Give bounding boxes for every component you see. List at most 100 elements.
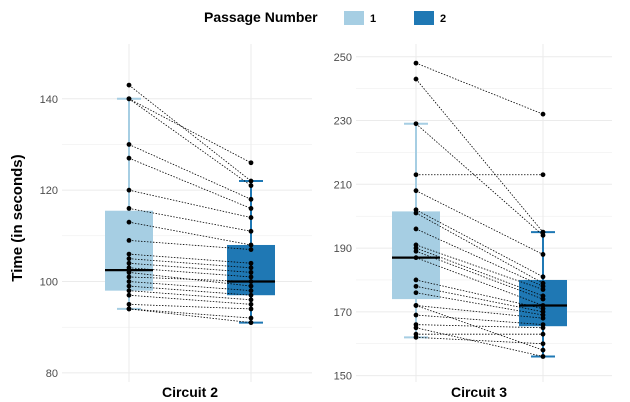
data-point-passage-2: [248, 247, 254, 252]
legend-title: Passage Number: [204, 9, 318, 25]
legend-label-1: 1: [370, 13, 376, 25]
paired-line: [128, 84, 252, 182]
paired-line: [415, 327, 544, 357]
data-point-passage-2: [248, 242, 254, 248]
panel-circuit-2: 80 100 120 140 Circuit 2: [40, 44, 312, 400]
data-point-passage-2: [540, 315, 546, 321]
data-point-passage-1: [126, 279, 132, 284]
data-point-passage-1: [126, 265, 132, 271]
data-point-passage-1: [413, 76, 419, 82]
data-point-passage-2: [248, 320, 254, 326]
data-point-passage-1: [413, 255, 419, 261]
data-point-passage-2: [248, 274, 254, 280]
data-point-passage-2: [248, 206, 254, 211]
data-point-passage-1: [413, 121, 419, 127]
paired-line: [415, 78, 544, 233]
data-point-passage-2: [540, 111, 546, 117]
paired-line: [415, 314, 544, 326]
data-point-passage-1: [126, 260, 132, 266]
data-point-passage-2: [248, 160, 254, 166]
paired-line: [128, 221, 252, 246]
y-tick-label: 80: [46, 368, 58, 380]
data-point-passage-1: [126, 238, 132, 243]
data-point-passage-2: [540, 172, 546, 178]
data-point-passage-2: [248, 315, 254, 321]
data-point-passage-1: [413, 290, 419, 296]
paired-line: [415, 336, 544, 345]
legend: Passage Number 1 2: [204, 9, 446, 25]
paired-line: [415, 285, 544, 313]
paired-line: [415, 244, 544, 290]
paired-line: [415, 324, 544, 329]
paired-line: [128, 267, 252, 278]
data-point-passage-2: [540, 331, 546, 337]
data-point-passage-2: [248, 215, 254, 220]
data-point-passage-2: [248, 306, 254, 312]
paired-line: [128, 253, 252, 264]
data-point-passage-2: [248, 228, 254, 234]
paired-line: [128, 281, 252, 292]
data-point-passage-2: [248, 265, 254, 271]
paired-line: [128, 262, 252, 273]
y-tick-label: 210: [334, 179, 352, 191]
data-point-passage-1: [126, 292, 132, 298]
paired-line: [415, 62, 544, 115]
data-point-passage-1: [126, 269, 132, 275]
data-point-passage-2: [540, 232, 546, 238]
data-point-passage-1: [126, 256, 132, 262]
data-point-passage-1: [413, 325, 419, 331]
data-point-passage-1: [126, 288, 132, 294]
data-point-passage-1: [413, 277, 419, 283]
data-point-passage-2: [248, 269, 254, 275]
x-category-label: Circuit 3: [451, 384, 507, 400]
data-point-passage-1: [126, 82, 132, 88]
data-point-passage-1: [413, 303, 419, 308]
data-point-passage-2: [540, 296, 546, 302]
data-point-passage-2: [248, 178, 254, 184]
data-point-passage-1: [413, 172, 419, 178]
paired-line: [128, 308, 252, 324]
data-point-passage-2: [248, 283, 254, 289]
data-point-passage-2: [540, 341, 546, 347]
data-point-passage-1: [126, 96, 132, 102]
legend-swatch-1: [344, 11, 364, 25]
data-point-passage-1: [126, 187, 132, 193]
data-point-passage-2: [540, 287, 546, 292]
y-axis-label: Time (in seconds): [9, 154, 26, 281]
panel-circuit-3: 150 170 190 210 230 250 Circuit 3: [334, 44, 612, 400]
y-tick-label: 150: [334, 371, 352, 383]
data-point-passage-1: [413, 226, 419, 232]
y-tick-label: 230: [334, 116, 352, 128]
data-point-passage-1: [126, 155, 132, 161]
paired-line: [128, 290, 252, 301]
data-point-passage-1: [413, 60, 419, 66]
legend-swatch-2: [414, 11, 434, 25]
data-point-passage-2: [248, 292, 254, 298]
y-tick-label: 190: [334, 243, 352, 255]
data-point-passage-2: [248, 279, 254, 284]
data-point-passage-1: [126, 219, 132, 225]
paired-line: [415, 305, 544, 319]
paired-line: [415, 279, 544, 310]
paired-line: [128, 308, 252, 319]
paired-line: [128, 303, 252, 310]
data-point-passage-1: [126, 301, 132, 307]
data-point-passage-2: [540, 274, 546, 280]
data-point-passage-1: [413, 334, 419, 340]
paired-line: [128, 294, 252, 305]
x-category-label: Circuit 2: [162, 384, 218, 400]
data-point-passage-2: [540, 252, 546, 257]
paired-line: [128, 157, 252, 209]
legend-label-2: 2: [440, 13, 446, 25]
paired-line: [128, 98, 252, 186]
data-point-passage-1: [126, 274, 132, 280]
paired-line: [128, 208, 252, 232]
data-point-passage-1: [126, 283, 132, 289]
data-point-passage-1: [413, 188, 419, 194]
data-point-passage-1: [126, 206, 132, 211]
data-point-passage-1: [413, 283, 419, 289]
data-point-passage-1: [413, 248, 419, 254]
data-point-passage-2: [248, 301, 254, 307]
paired-line: [128, 276, 252, 282]
